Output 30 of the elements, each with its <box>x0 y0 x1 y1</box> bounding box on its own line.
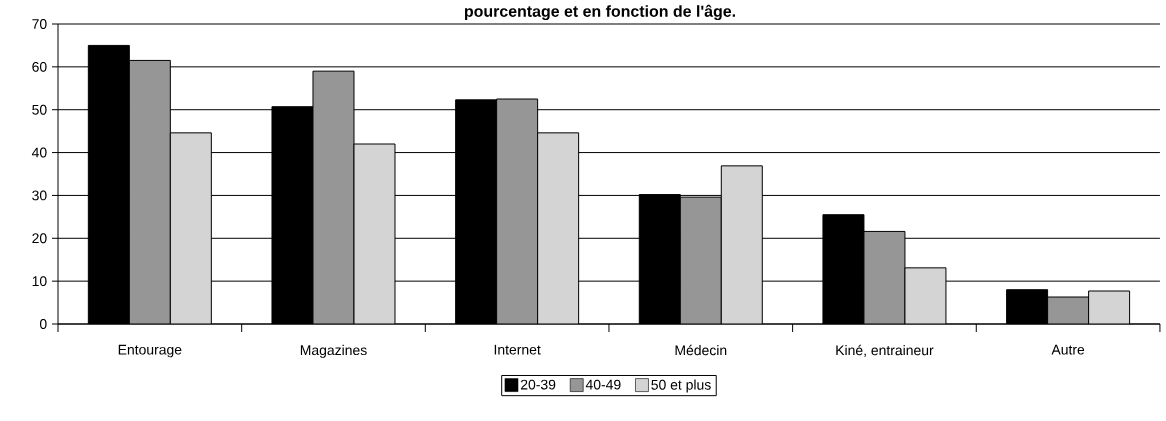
x-tick-label: Entourage <box>118 344 182 358</box>
y-tick-label: 0 <box>39 319 47 329</box>
y-tick-label: 20 <box>32 233 47 244</box>
bar <box>1047 296 1090 324</box>
y-tick-label: 10 <box>32 276 47 287</box>
x-tick-label: Magazines <box>300 344 367 358</box>
x-tick-label: Médecin <box>675 344 727 356</box>
legend-label: 40-49 <box>585 379 621 390</box>
chart-title: pourcentage et en fonction de l'âge. <box>464 4 735 21</box>
bar <box>863 230 906 324</box>
y-tick-label: 50 <box>32 104 47 115</box>
bar <box>679 196 722 324</box>
x-tick-label: Internet <box>494 344 541 355</box>
bar <box>720 165 763 324</box>
legend-label: 20-39 <box>520 379 556 390</box>
legend-label: 50 et plus <box>651 379 711 393</box>
y-tick-label: 60 <box>32 61 47 72</box>
x-tick-label: Autre <box>1051 344 1085 355</box>
bar <box>904 267 947 324</box>
y-tick-label: 30 <box>32 190 47 201</box>
y-tick-label: 70 <box>32 19 47 29</box>
bar <box>312 70 355 324</box>
bar <box>1088 290 1131 324</box>
bar <box>169 132 212 324</box>
bar <box>128 59 171 324</box>
bar <box>353 143 396 324</box>
bar <box>496 98 539 324</box>
y-tick-label: 40 <box>31 147 47 158</box>
bar <box>537 132 580 324</box>
x-tick-label: Kiné, entraineur <box>836 344 934 357</box>
